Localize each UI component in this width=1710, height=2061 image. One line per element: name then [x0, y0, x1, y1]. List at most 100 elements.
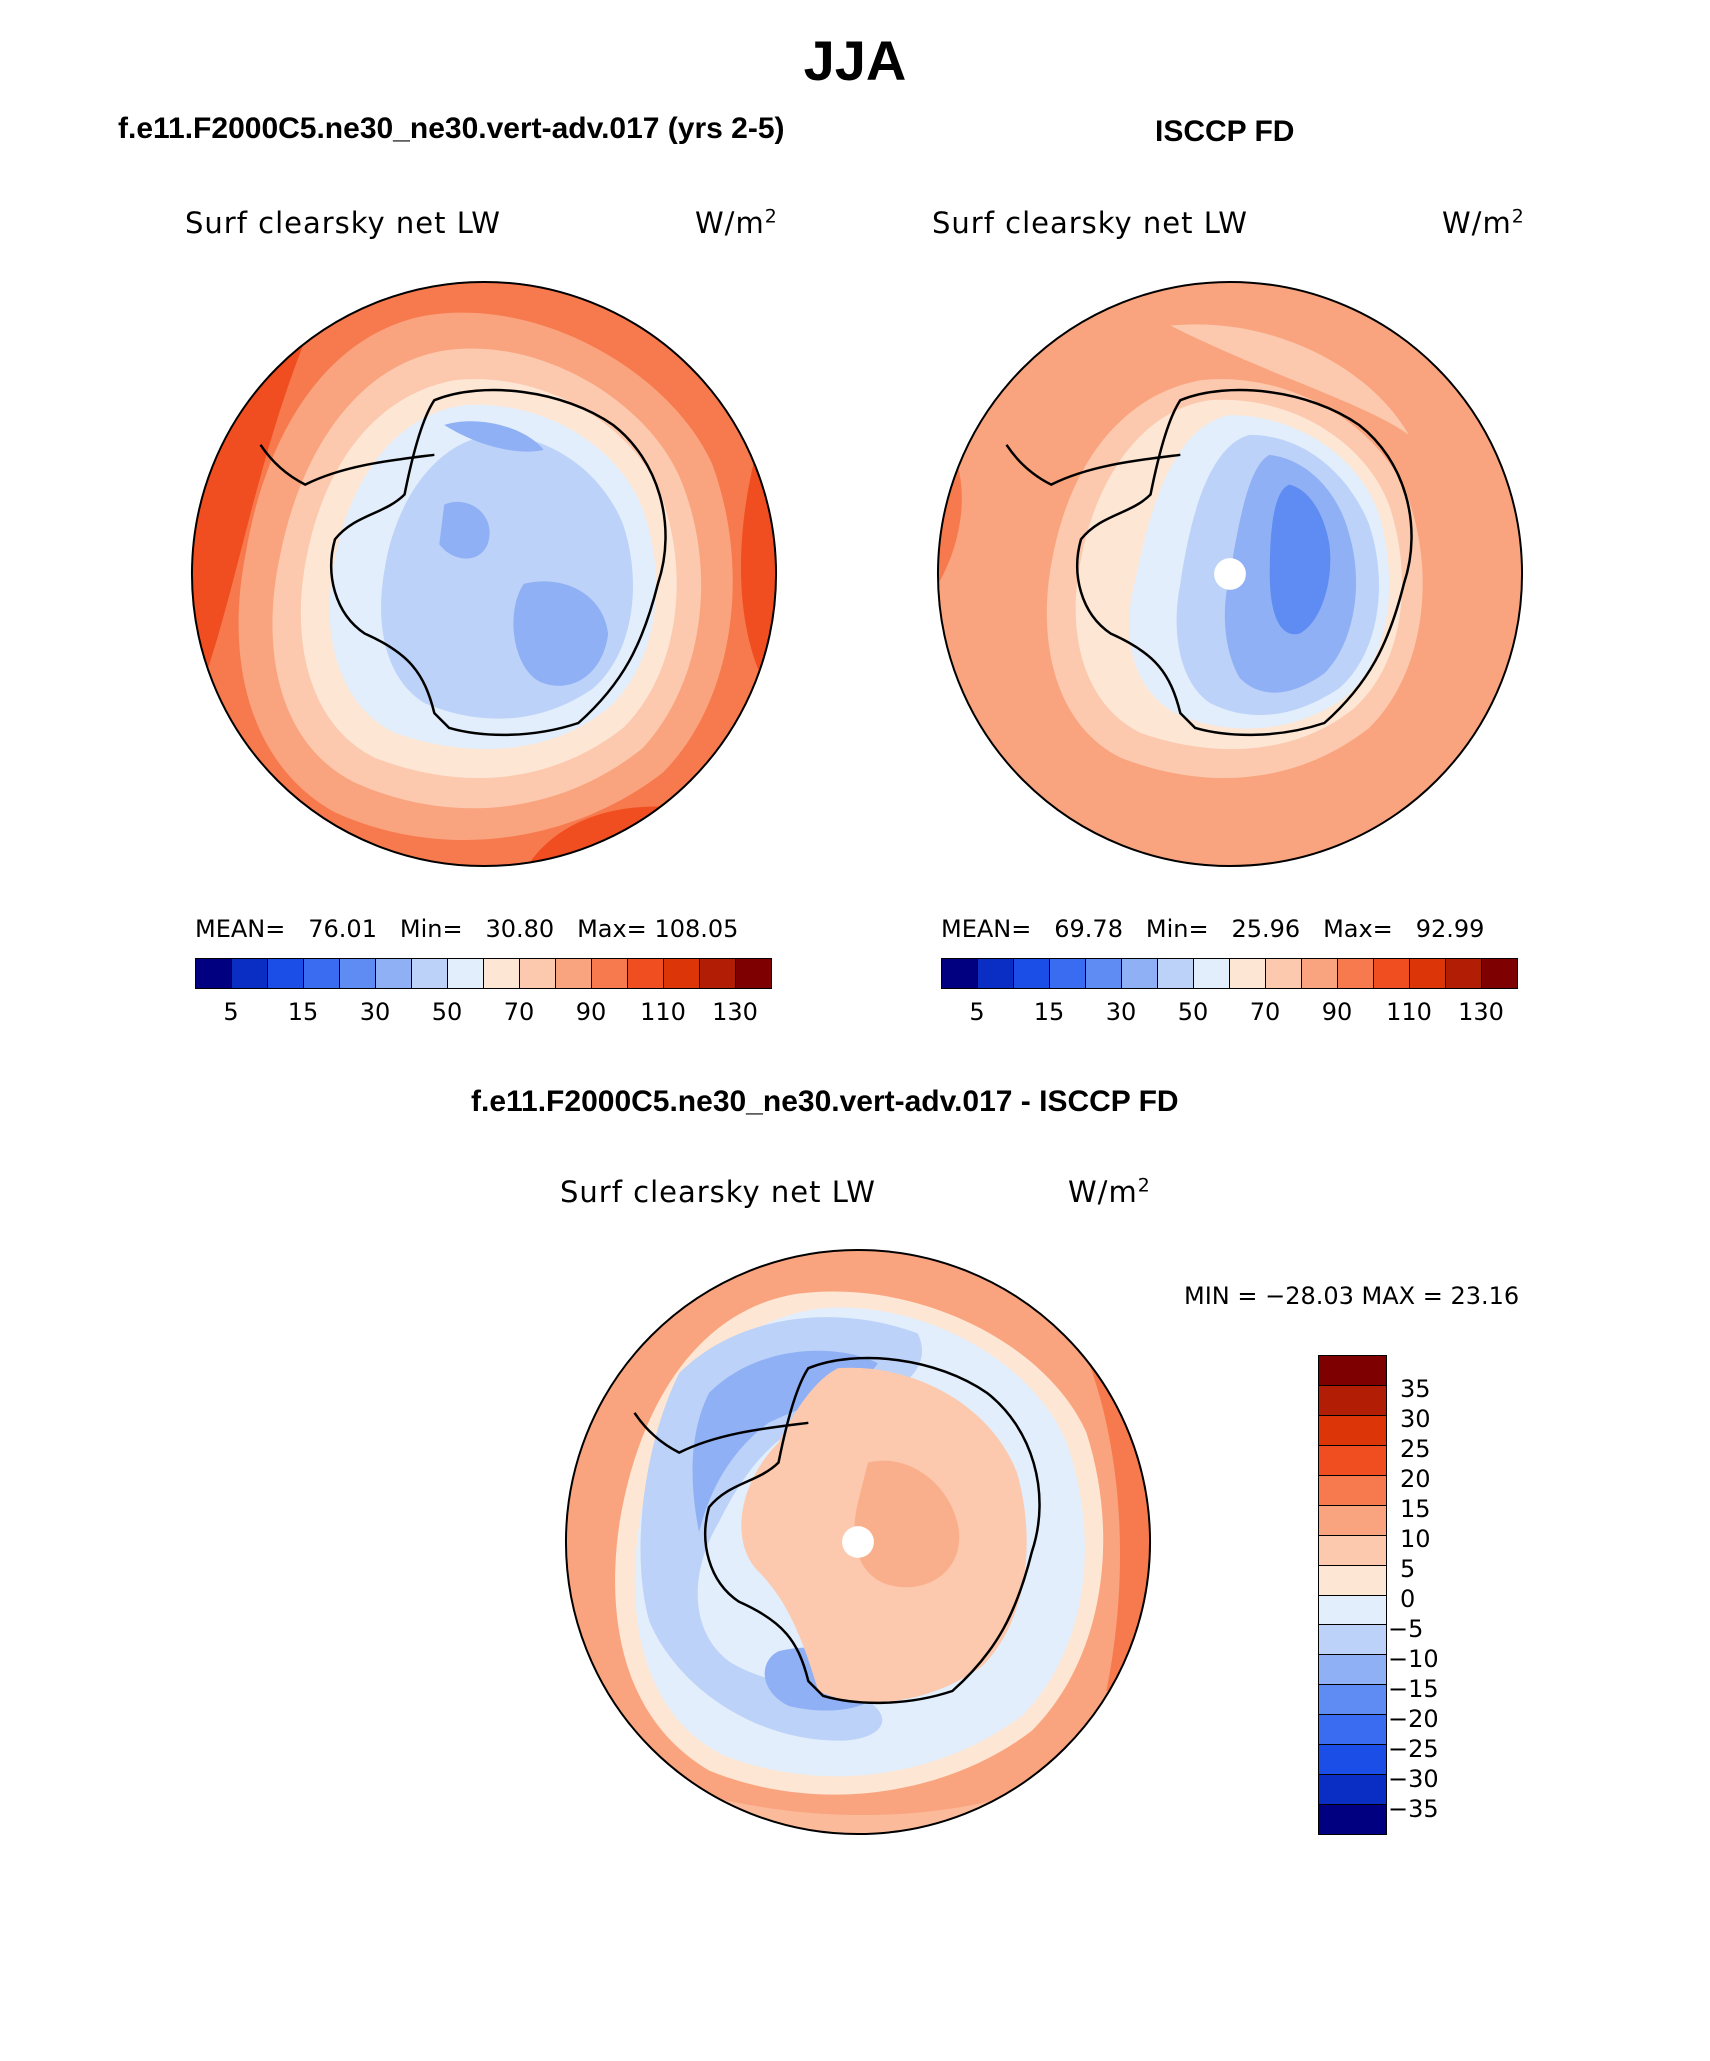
left-panel-title: f.e11.F2000C5.ne30_ne30.vert-adv.017 (yr… [118, 112, 785, 145]
colorbar-swatch [1319, 1385, 1386, 1416]
diff-tick: 30 [1400, 1405, 1431, 1433]
colorbar-swatch [1050, 959, 1086, 988]
right-tick: 90 [1321, 998, 1353, 1026]
left-tick: 15 [287, 998, 319, 1026]
diff-tick: −35 [1388, 1795, 1439, 1823]
colorbar-swatch [1319, 1535, 1386, 1566]
right-colorbar [941, 958, 1518, 989]
right-variable-label: Surf clearsky net LW [932, 206, 1248, 240]
colorbar-swatch [1302, 959, 1338, 988]
diff-tick: −25 [1388, 1735, 1439, 1763]
left-variable-label: Surf clearsky net LW [185, 206, 501, 240]
colorbar-swatch [628, 959, 664, 988]
colorbar-swatch [268, 959, 304, 988]
colorbar-swatch [1410, 959, 1446, 988]
left-tick: 30 [359, 998, 391, 1026]
left-tick: 50 [431, 998, 463, 1026]
colorbar-swatch [1014, 959, 1050, 988]
right-tick: 5 [969, 998, 985, 1026]
diff-tick: 0 [1400, 1585, 1416, 1613]
colorbar-swatch [1158, 959, 1194, 988]
colorbar-swatch [448, 959, 484, 988]
diff-tick: 25 [1400, 1435, 1431, 1463]
colorbar-swatch [1086, 959, 1122, 988]
colorbar-swatch [664, 959, 700, 988]
diff-colorbar-ticks: 35 30 25 20 15 10 5 0 −5 −10 −15 −20 −25… [1388, 1355, 1500, 1835]
diff-minmax: MIN = −28.03 MAX = 23.16 [1184, 1282, 1520, 1310]
colorbar-swatch [1122, 959, 1158, 988]
right-stats: MEAN= 69.78 Min= 25.96 Max= 92.99 [941, 915, 1485, 943]
colorbar-swatch [592, 959, 628, 988]
right-units-label: W/m2 [1442, 206, 1525, 240]
right-colorbar-ticks: 5 15 30 50 70 90 110 130 [941, 998, 1518, 1028]
colorbar-swatch [1319, 1475, 1386, 1506]
colorbar-swatch [196, 959, 232, 988]
colorbar-swatch [1319, 1715, 1386, 1746]
left-stats: MEAN= 76.01 Min= 30.80 Max= 108.05 [195, 915, 739, 943]
colorbar-swatch [1374, 959, 1410, 988]
colorbar-swatch [1194, 959, 1230, 988]
left-tick: 110 [640, 998, 686, 1026]
left-units-label: W/m2 [695, 206, 778, 240]
colorbar-swatch [978, 959, 1014, 988]
right-tick: 110 [1386, 998, 1432, 1026]
diff-tick: 20 [1400, 1465, 1431, 1493]
colorbar-swatch [700, 959, 736, 988]
left-tick: 5 [223, 998, 239, 1026]
right-tick: 15 [1033, 998, 1065, 1026]
colorbar-swatch [520, 959, 556, 988]
left-polar-map [190, 280, 778, 868]
colorbar-swatch [232, 959, 268, 988]
diff-tick: 35 [1400, 1375, 1431, 1403]
diff-tick: −15 [1388, 1675, 1439, 1703]
diff-polar-map [564, 1248, 1152, 1836]
diff-units-label: W/m2 [1068, 1175, 1151, 1209]
colorbar-swatch [1319, 1805, 1386, 1834]
colorbar-swatch [1319, 1415, 1386, 1446]
colorbar-swatch [1266, 959, 1302, 988]
colorbar-swatch [1319, 1565, 1386, 1596]
left-colorbar-ticks: 5 15 30 50 70 90 110 130 [195, 998, 772, 1028]
diff-colorbar [1318, 1355, 1387, 1835]
colorbar-swatch [1230, 959, 1266, 988]
colorbar-swatch [1319, 1625, 1386, 1656]
diff-tick: −5 [1388, 1615, 1424, 1643]
colorbar-swatch [556, 959, 592, 988]
left-tick: 130 [712, 998, 758, 1026]
colorbar-swatch [1319, 1775, 1386, 1806]
colorbar-swatch [484, 959, 520, 988]
diff-tick: 15 [1400, 1495, 1431, 1523]
diff-tick: −10 [1388, 1645, 1439, 1673]
colorbar-swatch [1446, 959, 1482, 988]
diff-tick: 5 [1400, 1555, 1416, 1583]
colorbar-swatch [1319, 1595, 1386, 1626]
right-tick: 50 [1177, 998, 1209, 1026]
colorbar-swatch [1319, 1356, 1386, 1386]
colorbar-swatch [1338, 959, 1374, 988]
colorbar-swatch [412, 959, 448, 988]
colorbar-swatch [1319, 1685, 1386, 1716]
colorbar-swatch [1319, 1745, 1386, 1776]
colorbar-swatch [1482, 959, 1517, 988]
colorbar-swatch [1319, 1505, 1386, 1536]
colorbar-swatch [1319, 1445, 1386, 1476]
right-panel-title: ISCCP FD [1155, 115, 1295, 148]
colorbar-swatch [304, 959, 340, 988]
diff-panel-title: f.e11.F2000C5.ne30_ne30.vert-adv.017 - I… [471, 1085, 1179, 1118]
left-colorbar [195, 958, 772, 989]
right-tick: 30 [1105, 998, 1137, 1026]
right-tick: 70 [1249, 998, 1281, 1026]
left-tick: 90 [575, 998, 607, 1026]
right-polar-map [936, 280, 1524, 868]
diff-tick: −30 [1388, 1765, 1439, 1793]
colorbar-swatch [376, 959, 412, 988]
figure-title: JJA [803, 29, 907, 92]
colorbar-swatch [340, 959, 376, 988]
right-tick: 130 [1458, 998, 1504, 1026]
colorbar-swatch [736, 959, 771, 988]
diff-tick: 10 [1400, 1525, 1431, 1553]
left-tick: 70 [503, 998, 535, 1026]
colorbar-swatch [1319, 1655, 1386, 1686]
colorbar-swatch [942, 959, 978, 988]
diff-tick: −20 [1388, 1705, 1439, 1733]
